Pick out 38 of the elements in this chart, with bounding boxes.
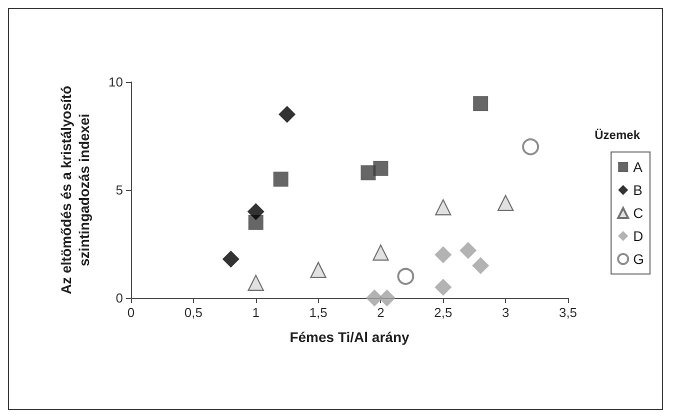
point: [372, 244, 389, 261]
x-tick-label: 1: [252, 305, 260, 320]
y-axis-title: Az eltömődés és a kristályosító szintingadozás indexei: [58, 86, 92, 294]
point: [222, 250, 240, 268]
point: [522, 138, 540, 156]
point: [248, 274, 264, 291]
point: [373, 160, 388, 176]
point: [472, 257, 490, 274]
x-tick-label: 2,5: [434, 305, 452, 320]
legend-label: G: [633, 251, 644, 267]
legend-label: B: [633, 182, 642, 198]
point: [378, 290, 396, 306]
x-axis-title: Fémes Ti/Al arány: [290, 329, 410, 345]
legend-label: D: [633, 228, 644, 244]
point: [247, 203, 264, 220]
y-tick-label: 10: [108, 74, 123, 90]
x-tick-label: 0: [127, 305, 135, 320]
point: [460, 242, 477, 259]
y-tick-label: 5: [116, 182, 123, 198]
point: [273, 172, 288, 187]
legend-title: Üzemek: [594, 128, 640, 142]
point: [366, 290, 383, 306]
point: [473, 96, 488, 112]
point: [278, 106, 296, 123]
x-tick-label: 0,5: [184, 305, 202, 320]
y-tick-label: 0: [116, 290, 123, 306]
point: [435, 199, 452, 216]
x-tick-label: 3: [502, 305, 510, 320]
point: [310, 262, 326, 278]
legend-label: C: [633, 205, 644, 221]
x-tick-label: 3,5: [558, 305, 578, 320]
point: [434, 246, 452, 264]
x-tick-label: 1,5: [309, 305, 328, 320]
point: [497, 194, 514, 212]
legend-label: A: [633, 159, 644, 175]
point: [434, 278, 452, 296]
point: [397, 268, 414, 285]
x-tick-label: 2: [377, 305, 384, 320]
